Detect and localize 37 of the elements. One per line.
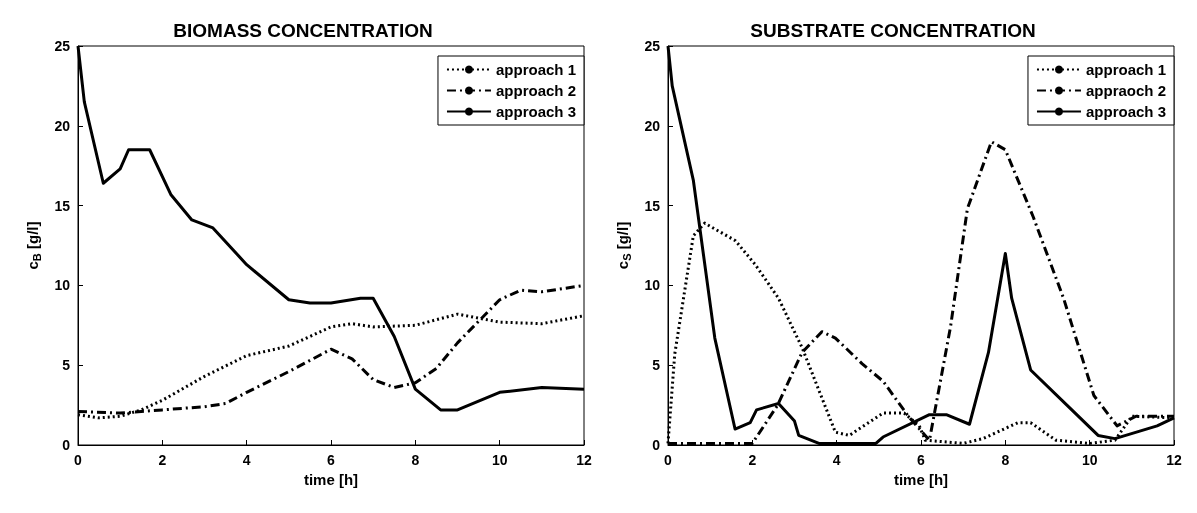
x-tick-label: 4 xyxy=(242,452,251,468)
x-tick-label: 2 xyxy=(748,452,757,468)
x-tick-label: 8 xyxy=(1001,452,1010,468)
y-tick-label: 25 xyxy=(54,38,71,54)
x-axis-title: time [h] xyxy=(893,470,949,488)
x-tick-label: 10 xyxy=(1081,452,1098,468)
x-tick-label: 12 xyxy=(1166,452,1182,468)
y-tick-label: 25 xyxy=(644,38,661,54)
y-tick-label: 5 xyxy=(652,357,661,374)
legend-label: approach 1 xyxy=(495,61,577,78)
legend-label: approach 3 xyxy=(1085,103,1167,120)
y-tick-label: 15 xyxy=(644,197,661,214)
y-tick-label: 15 xyxy=(54,197,71,214)
legend-label: approach 3 xyxy=(495,103,577,120)
y-tick-label: 0 xyxy=(62,437,71,453)
y-tick-label: 10 xyxy=(644,277,661,294)
x-tick-label: 12 xyxy=(576,452,592,468)
x-tick-label: 4 xyxy=(832,452,841,468)
legend-label: approach 2 xyxy=(495,82,577,99)
x-tick-label: 6 xyxy=(917,452,926,468)
chart-title: BIOMASS CONCENTRATION xyxy=(173,20,433,41)
y-tick-label: 5 xyxy=(62,357,71,374)
x-tick-label: 10 xyxy=(491,452,508,468)
legend-label: approach 1 xyxy=(1085,61,1167,78)
y-tick-label: 20 xyxy=(644,117,661,134)
legend-label: appraoch 2 xyxy=(1085,82,1167,99)
y-tick-label: 0 xyxy=(652,437,661,453)
x-tick-label: 0 xyxy=(664,452,673,468)
x-tick-label: 8 xyxy=(411,452,420,468)
x-tick-label: 0 xyxy=(74,452,83,468)
x-axis-title: time [h] xyxy=(303,470,359,488)
y-tick-label: 20 xyxy=(54,117,71,134)
y-tick-label: 10 xyxy=(54,277,71,294)
x-tick-label: 2 xyxy=(158,452,167,468)
x-tick-label: 6 xyxy=(327,452,336,468)
chart-title: SUBSTRATE CONCENTRATION xyxy=(750,20,1036,41)
y-axis-title: cB [g/l] xyxy=(24,221,43,270)
